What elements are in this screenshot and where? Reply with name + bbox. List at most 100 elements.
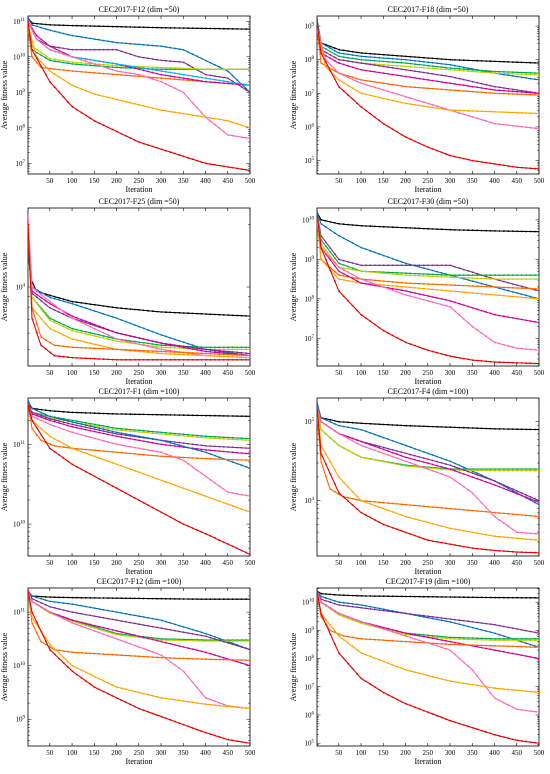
series-marker	[80, 468, 83, 471]
series-marker	[511, 637, 514, 640]
series-marker	[405, 531, 407, 534]
series-marker	[214, 437, 216, 440]
series-marker	[405, 274, 407, 277]
series-marker	[405, 286, 407, 288]
series-marker	[49, 294, 52, 297]
series-marker	[454, 466, 456, 468]
series-marker	[182, 312, 185, 314]
series-marker	[200, 472, 203, 475]
series-marker	[165, 453, 167, 455]
series-marker	[205, 352, 207, 355]
series-marker	[169, 110, 172, 113]
series-marker	[511, 652, 514, 655]
series-marker	[209, 74, 212, 77]
series-marker	[169, 344, 172, 346]
series-marker	[373, 423, 376, 425]
series-marker	[125, 51, 127, 54]
series-marker	[431, 275, 434, 278]
series-marker	[356, 606, 358, 609]
series-marker	[378, 284, 381, 287]
series-marker	[173, 344, 176, 347]
series-marker	[231, 640, 234, 642]
series-marker	[400, 272, 403, 274]
series-marker	[391, 264, 394, 267]
series-marker	[351, 98, 354, 100]
series-marker	[431, 57, 434, 60]
series-marker	[400, 273, 403, 276]
series-marker	[329, 624, 332, 627]
series-marker	[111, 348, 114, 351]
series-marker	[480, 475, 483, 478]
chart-title: CEC2017-F18 (dim =50)	[388, 5, 469, 14]
series-marker	[476, 547, 479, 550]
x-tick-label: 450	[223, 369, 234, 377]
series-marker	[200, 702, 203, 705]
series-marker	[511, 488, 514, 490]
x-tick-label: 400	[200, 749, 211, 757]
series-marker	[396, 67, 398, 70]
series-marker	[36, 413, 38, 415]
series-marker	[436, 283, 438, 286]
series-marker	[67, 24, 69, 27]
series-marker	[40, 597, 43, 600]
series-marker	[236, 446, 239, 449]
series-marker	[400, 133, 403, 136]
series-marker	[133, 308, 136, 311]
series-marker	[196, 358, 199, 361]
series-marker	[369, 283, 372, 286]
series-marker	[369, 683, 372, 686]
series-marker	[205, 598, 207, 601]
series-marker	[360, 621, 363, 623]
series-marker	[471, 325, 474, 328]
series-marker	[80, 612, 83, 615]
series-marker	[409, 465, 412, 468]
series-marker	[49, 611, 52, 614]
series-marker	[142, 624, 145, 626]
series-marker	[360, 428, 363, 431]
series-marker	[494, 286, 496, 288]
series-marker	[49, 443, 52, 446]
series-marker	[111, 330, 114, 333]
series-marker	[525, 639, 527, 642]
series-marker	[200, 111, 203, 114]
series-marker	[498, 163, 501, 166]
series-marker	[317, 21, 318, 24]
series-marker	[365, 607, 367, 610]
series-marker	[373, 71, 376, 73]
series-marker	[84, 426, 87, 429]
series-marker	[142, 309, 145, 312]
series-marker	[44, 23, 47, 26]
series-marker	[405, 290, 407, 292]
series-marker	[218, 637, 221, 640]
series-marker	[405, 272, 407, 275]
series-marker	[231, 68, 234, 71]
series-marker	[89, 323, 92, 326]
series-marker	[218, 500, 221, 502]
series-marker	[169, 482, 172, 485]
series-marker	[418, 641, 421, 644]
series-marker	[182, 77, 185, 80]
series-marker	[151, 454, 154, 457]
series-marker	[36, 51, 38, 54]
series-marker	[489, 278, 492, 280]
series-marker	[142, 351, 145, 353]
series-marker	[471, 116, 474, 118]
series-marker	[480, 69, 483, 72]
series-marker	[356, 442, 358, 445]
series-marker	[151, 351, 154, 354]
series-marker	[142, 327, 145, 330]
series-marker	[494, 278, 496, 280]
x-tick-label: 300	[445, 559, 456, 567]
series-marker	[440, 88, 443, 91]
series-marker	[391, 83, 394, 86]
series-marker	[84, 321, 87, 324]
series-marker	[84, 428, 87, 431]
series-marker	[369, 638, 372, 641]
series-marker	[107, 427, 109, 430]
series-marker	[93, 615, 96, 618]
series-marker	[245, 663, 247, 666]
series-marker	[405, 515, 407, 518]
series-marker	[520, 709, 523, 711]
series-marker	[525, 91, 527, 94]
series-marker	[342, 275, 345, 277]
